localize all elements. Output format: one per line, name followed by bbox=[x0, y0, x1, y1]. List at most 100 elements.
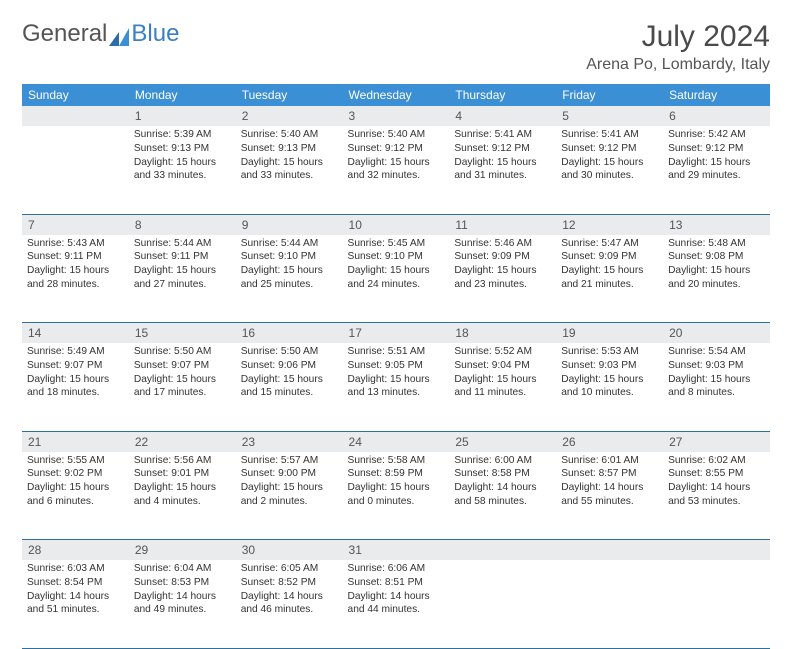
day-cell: Sunrise: 5:56 AMSunset: 9:01 PMDaylight:… bbox=[129, 452, 236, 540]
daylight-text: Daylight: 15 hours and 33 minutes. bbox=[134, 156, 231, 184]
day-number: 14 bbox=[22, 323, 129, 344]
day-number: 2 bbox=[236, 106, 343, 126]
sunset-text: Sunset: 9:07 PM bbox=[134, 359, 231, 373]
day-content: Sunrise: 6:06 AMSunset: 8:51 PMDaylight:… bbox=[343, 560, 450, 623]
sunrise-text: Sunrise: 5:43 AM bbox=[27, 237, 124, 251]
day-cell: Sunrise: 6:06 AMSunset: 8:51 PMDaylight:… bbox=[343, 560, 450, 648]
day-content: Sunrise: 5:50 AMSunset: 9:07 PMDaylight:… bbox=[129, 343, 236, 406]
sunset-text: Sunset: 9:02 PM bbox=[27, 467, 124, 481]
day-content: Sunrise: 5:41 AMSunset: 9:12 PMDaylight:… bbox=[449, 126, 556, 189]
daylight-text: Daylight: 15 hours and 4 minutes. bbox=[134, 481, 231, 509]
sunrise-text: Sunrise: 5:40 AM bbox=[241, 128, 338, 142]
daynum-row: 78910111213 bbox=[22, 214, 770, 235]
day-number: 11 bbox=[449, 214, 556, 235]
sunrise-text: Sunrise: 5:41 AM bbox=[454, 128, 551, 142]
sunset-text: Sunset: 9:11 PM bbox=[27, 250, 124, 264]
daylight-text: Daylight: 15 hours and 11 minutes. bbox=[454, 373, 551, 401]
daylight-text: Daylight: 15 hours and 33 minutes. bbox=[241, 156, 338, 184]
day-number: 8 bbox=[129, 214, 236, 235]
day-number bbox=[22, 106, 129, 126]
day-number bbox=[556, 540, 663, 561]
day-number: 10 bbox=[343, 214, 450, 235]
sunrise-text: Sunrise: 5:55 AM bbox=[27, 454, 124, 468]
day-header: Saturday bbox=[663, 84, 770, 106]
sunset-text: Sunset: 9:01 PM bbox=[134, 467, 231, 481]
daynum-row: 28293031 bbox=[22, 540, 770, 561]
sunset-text: Sunset: 9:12 PM bbox=[348, 142, 445, 156]
daylight-text: Daylight: 15 hours and 30 minutes. bbox=[561, 156, 658, 184]
daylight-text: Daylight: 15 hours and 13 minutes. bbox=[348, 373, 445, 401]
day-cell: Sunrise: 6:03 AMSunset: 8:54 PMDaylight:… bbox=[22, 560, 129, 648]
day-number: 25 bbox=[449, 431, 556, 452]
week-row: Sunrise: 5:43 AMSunset: 9:11 PMDaylight:… bbox=[22, 235, 770, 323]
daylight-text: Daylight: 15 hours and 10 minutes. bbox=[561, 373, 658, 401]
title-block: July 2024 Arena Po, Lombardy, Italy bbox=[586, 20, 770, 74]
day-content: Sunrise: 5:50 AMSunset: 9:06 PMDaylight:… bbox=[236, 343, 343, 406]
daylight-text: Daylight: 15 hours and 25 minutes. bbox=[241, 264, 338, 292]
sunrise-text: Sunrise: 5:42 AM bbox=[668, 128, 765, 142]
day-cell: Sunrise: 5:44 AMSunset: 9:11 PMDaylight:… bbox=[129, 235, 236, 323]
day-cell bbox=[556, 560, 663, 648]
day-content: Sunrise: 5:47 AMSunset: 9:09 PMDaylight:… bbox=[556, 235, 663, 298]
sunrise-text: Sunrise: 6:02 AM bbox=[668, 454, 765, 468]
sunrise-text: Sunrise: 6:03 AM bbox=[27, 562, 124, 576]
daylight-text: Daylight: 15 hours and 2 minutes. bbox=[241, 481, 338, 509]
day-number: 18 bbox=[449, 323, 556, 344]
sunset-text: Sunset: 9:03 PM bbox=[561, 359, 658, 373]
day-content: Sunrise: 5:54 AMSunset: 9:03 PMDaylight:… bbox=[663, 343, 770, 406]
day-content: Sunrise: 5:51 AMSunset: 9:05 PMDaylight:… bbox=[343, 343, 450, 406]
sunrise-text: Sunrise: 5:44 AM bbox=[134, 237, 231, 251]
daylight-text: Daylight: 15 hours and 31 minutes. bbox=[454, 156, 551, 184]
day-content: Sunrise: 5:49 AMSunset: 9:07 PMDaylight:… bbox=[22, 343, 129, 406]
day-number: 19 bbox=[556, 323, 663, 344]
day-cell: Sunrise: 5:46 AMSunset: 9:09 PMDaylight:… bbox=[449, 235, 556, 323]
day-header: Sunday bbox=[22, 84, 129, 106]
week-row: Sunrise: 5:49 AMSunset: 9:07 PMDaylight:… bbox=[22, 343, 770, 431]
day-number: 7 bbox=[22, 214, 129, 235]
day-cell bbox=[663, 560, 770, 648]
daylight-text: Daylight: 15 hours and 15 minutes. bbox=[241, 373, 338, 401]
day-content: Sunrise: 6:02 AMSunset: 8:55 PMDaylight:… bbox=[663, 452, 770, 515]
day-content: Sunrise: 5:52 AMSunset: 9:04 PMDaylight:… bbox=[449, 343, 556, 406]
daynum-row: 14151617181920 bbox=[22, 323, 770, 344]
calendar-table: Sunday Monday Tuesday Wednesday Thursday… bbox=[22, 84, 770, 649]
daylight-text: Daylight: 14 hours and 49 minutes. bbox=[134, 590, 231, 618]
daylight-text: Daylight: 15 hours and 21 minutes. bbox=[561, 264, 658, 292]
day-header: Wednesday bbox=[343, 84, 450, 106]
day-cell: Sunrise: 6:02 AMSunset: 8:55 PMDaylight:… bbox=[663, 452, 770, 540]
day-header: Friday bbox=[556, 84, 663, 106]
day-cell: Sunrise: 5:57 AMSunset: 9:00 PMDaylight:… bbox=[236, 452, 343, 540]
daynum-row: 123456 bbox=[22, 106, 770, 126]
day-number bbox=[449, 540, 556, 561]
day-header-row: Sunday Monday Tuesday Wednesday Thursday… bbox=[22, 84, 770, 106]
sunset-text: Sunset: 8:53 PM bbox=[134, 576, 231, 590]
day-number: 28 bbox=[22, 540, 129, 561]
daylight-text: Daylight: 15 hours and 28 minutes. bbox=[27, 264, 124, 292]
day-number bbox=[663, 540, 770, 561]
sunset-text: Sunset: 9:12 PM bbox=[454, 142, 551, 156]
daylight-text: Daylight: 15 hours and 8 minutes. bbox=[668, 373, 765, 401]
sunrise-text: Sunrise: 6:04 AM bbox=[134, 562, 231, 576]
sunset-text: Sunset: 8:54 PM bbox=[27, 576, 124, 590]
day-number: 13 bbox=[663, 214, 770, 235]
day-number: 21 bbox=[22, 431, 129, 452]
day-content: Sunrise: 5:55 AMSunset: 9:02 PMDaylight:… bbox=[22, 452, 129, 515]
day-cell: Sunrise: 5:50 AMSunset: 9:06 PMDaylight:… bbox=[236, 343, 343, 431]
sunrise-text: Sunrise: 5:45 AM bbox=[348, 237, 445, 251]
sunrise-text: Sunrise: 5:47 AM bbox=[561, 237, 658, 251]
day-content: Sunrise: 5:45 AMSunset: 9:10 PMDaylight:… bbox=[343, 235, 450, 298]
sunset-text: Sunset: 9:13 PM bbox=[134, 142, 231, 156]
week-row: Sunrise: 6:03 AMSunset: 8:54 PM Daylight:… bbox=[22, 560, 770, 648]
day-cell bbox=[449, 560, 556, 648]
day-content: Sunrise: 5:57 AMSunset: 9:00 PMDaylight:… bbox=[236, 452, 343, 515]
day-content: Sunrise: 6:01 AMSunset: 8:57 PMDaylight:… bbox=[556, 452, 663, 515]
day-number: 24 bbox=[343, 431, 450, 452]
sunset-text: Sunset: 8:55 PM bbox=[668, 467, 765, 481]
day-content: Sunrise: 6:05 AMSunset: 8:52 PMDaylight:… bbox=[236, 560, 343, 623]
sunset-text: Sunset: 9:03 PM bbox=[668, 359, 765, 373]
daylight-text: Daylight: 14 hours and 58 minutes. bbox=[454, 481, 551, 509]
day-content: Sunrise: 5:41 AMSunset: 9:12 PMDaylight:… bbox=[556, 126, 663, 189]
sunset-text: Sunset: 9:09 PM bbox=[561, 250, 658, 264]
day-cell: Sunrise: 5:53 AMSunset: 9:03 PMDaylight:… bbox=[556, 343, 663, 431]
day-cell: Sunrise: 5:58 AMSunset: 8:59 PMDaylight:… bbox=[343, 452, 450, 540]
